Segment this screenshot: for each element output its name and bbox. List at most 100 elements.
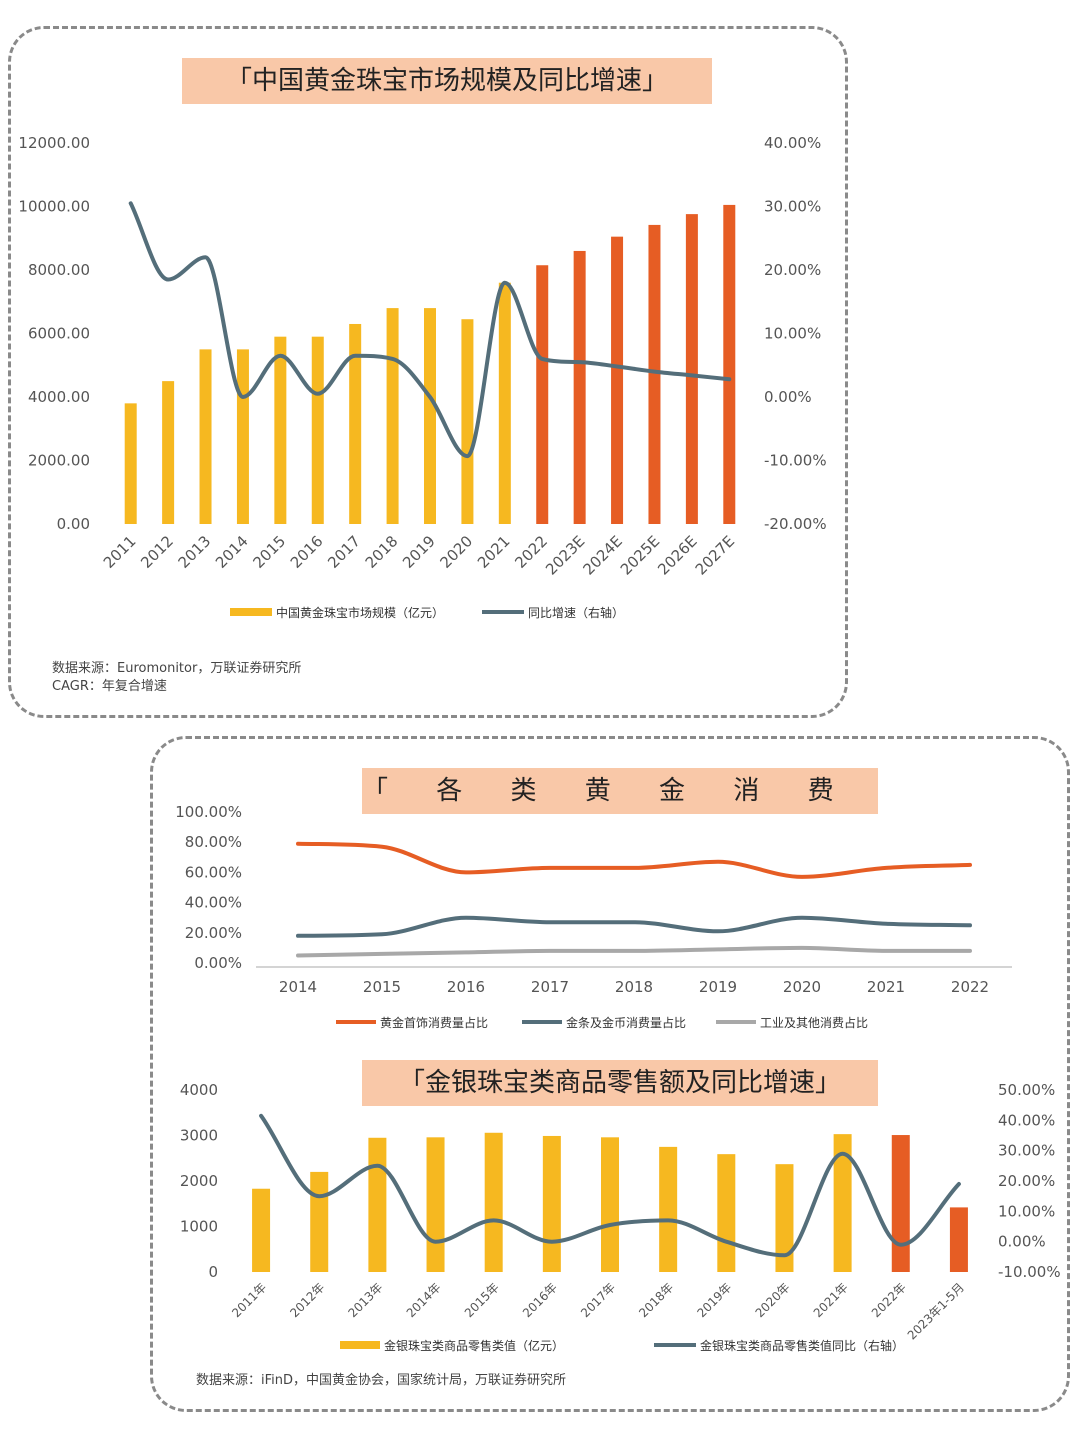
x-axis-tick-label: 2020 xyxy=(437,532,477,572)
legend-label-retail-yoy: 金银珠宝类商品零售类值同比（右轴） xyxy=(700,1338,904,1353)
right-axis-tick-label: 10.00% xyxy=(764,325,821,343)
x-axis-tick-label: 2019 xyxy=(399,532,439,572)
right-axis-tick-label: 20.00% xyxy=(998,1172,1055,1190)
x-axis-tick-label: 2021 xyxy=(474,532,514,572)
chart1-title: 「中国黄金珠宝市场规模及同比增速」 xyxy=(182,58,712,104)
bar-market-size xyxy=(199,349,212,524)
right-axis-tick-label: -20.00% xyxy=(764,515,827,533)
bar-retail-sales xyxy=(484,1132,503,1272)
bar-market-size xyxy=(311,336,324,524)
left-axis-tick-label: 0 xyxy=(208,1263,218,1281)
x-axis-tick-label: 2019年 xyxy=(694,1280,734,1320)
right-axis-tick-label: 0.00% xyxy=(764,388,812,406)
y-axis-tick-label: 100.00% xyxy=(175,803,242,821)
bar-retail-sales xyxy=(833,1134,852,1272)
panel-consumption xyxy=(150,736,1070,1412)
x-axis-tick-label: 2017 xyxy=(324,532,364,572)
left-axis-tick-label: 2000.00 xyxy=(28,452,90,470)
x-axis-tick-label: 2021 xyxy=(867,978,905,996)
legend-label-2: 金条及金币消费量占比 xyxy=(566,1015,686,1030)
line-yoy-growth xyxy=(128,201,732,459)
bar-retail-sales xyxy=(949,1207,968,1272)
cagr-note: CAGR：年复合增速 xyxy=(52,679,167,694)
bar-market-size xyxy=(498,282,511,524)
left-axis-tick-label: 3000 xyxy=(180,1127,218,1145)
left-axis-tick-label: 8000.00 xyxy=(28,261,90,279)
legend-swatch-retail-sales xyxy=(340,1341,380,1349)
right-axis-tick-label: 50.00% xyxy=(998,1081,1055,1099)
left-axis-tick-label: 1000 xyxy=(180,1218,218,1236)
x-axis-tick-label: 2025E xyxy=(617,532,663,578)
left-axis-tick-label: 0.00 xyxy=(57,515,90,533)
legend-label-retail-sales: 金银珠宝类商品零售类值（亿元） xyxy=(384,1338,564,1353)
left-axis-tick-label: 10000.00 xyxy=(18,198,90,216)
series-line-3 xyxy=(296,945,972,958)
x-axis-tick-label: 2027E xyxy=(692,532,738,578)
x-axis-tick-label: 2016 xyxy=(287,532,327,572)
bar-market-size xyxy=(124,403,137,524)
chart3-title: 「金银珠宝类商品零售额及同比增速」 xyxy=(362,1060,878,1106)
chart3-source: 数据来源：iFinD，中国黄金协会，国家统计局，万联证券研究所 xyxy=(196,1372,566,1390)
x-axis-tick-label: 2018 xyxy=(615,978,653,996)
source-line: 数据来源：Euromonitor，万联证券研究所 xyxy=(52,661,302,676)
bar-retail-sales xyxy=(368,1137,387,1272)
bar-market-size xyxy=(611,236,624,524)
bar-market-size xyxy=(536,265,549,524)
bar-market-size xyxy=(685,214,698,524)
x-axis-tick-label: 2012年 xyxy=(287,1280,327,1320)
x-axis-tick-label: 2019 xyxy=(699,978,737,996)
chart2-title: 「 各 类 黄 金 消 费 情 况 」 xyxy=(362,768,878,814)
x-axis-tick-label: 2014年 xyxy=(404,1280,444,1320)
x-axis-tick-label: 2020年 xyxy=(753,1280,793,1320)
bar-market-size xyxy=(274,336,287,524)
x-axis-tick-label: 2015 xyxy=(249,532,289,572)
bar-retail-sales xyxy=(542,1135,561,1272)
right-axis-tick-label: 0.00% xyxy=(998,1233,1046,1251)
x-axis-tick-label: 2018 xyxy=(362,532,402,572)
legend-label-3: 工业及其他消费占比 xyxy=(760,1015,868,1030)
bar-retail-sales xyxy=(252,1188,271,1272)
y-axis-tick-label: 40.00% xyxy=(185,894,242,912)
left-axis-tick-label: 4000 xyxy=(180,1081,218,1099)
x-axis-tick-label: 2026E xyxy=(654,532,700,578)
right-axis-tick-label: 10.00% xyxy=(998,1202,1055,1220)
left-axis-tick-label: 4000.00 xyxy=(28,388,90,406)
bar-market-size xyxy=(349,323,362,524)
x-axis-tick-label: 2013 xyxy=(175,532,215,572)
left-axis-tick-label: 12000.00 xyxy=(18,134,90,152)
bar-market-size xyxy=(723,204,736,524)
bar-retail-sales xyxy=(426,1137,445,1272)
x-axis-tick-label: 2014 xyxy=(279,978,317,996)
x-axis-tick-label: 2014 xyxy=(212,532,252,572)
right-axis-tick-label: 40.00% xyxy=(998,1111,1055,1129)
bar-market-size xyxy=(648,224,661,525)
series-line-1 xyxy=(296,841,972,879)
x-axis-tick-label: 2018年 xyxy=(636,1280,676,1320)
bar-retail-sales xyxy=(659,1146,678,1272)
source-line: 数据来源：iFinD，中国黄金协会，国家统计局，万联证券研究所 xyxy=(196,1373,567,1388)
bar-retail-sales xyxy=(310,1171,329,1272)
x-axis-tick-label: 2020 xyxy=(783,978,821,996)
x-axis-tick-label: 2011年 xyxy=(229,1280,269,1320)
x-axis-tick-label: 2023年1-5月 xyxy=(905,1280,967,1342)
x-axis-tick-label: 2022 xyxy=(951,978,989,996)
bar-market-size xyxy=(386,308,399,524)
x-axis-tick-label: 2012 xyxy=(137,532,177,572)
y-axis-tick-label: 60.00% xyxy=(185,863,242,881)
x-axis-tick-label: 2011 xyxy=(100,532,140,572)
x-axis-tick-label: 2017年 xyxy=(578,1280,618,1320)
right-axis-tick-label: 40.00% xyxy=(764,134,821,152)
x-axis-tick-label: 2015年 xyxy=(462,1280,502,1320)
left-axis-tick-label: 6000.00 xyxy=(28,325,90,343)
bar-market-size xyxy=(236,349,249,524)
bar-market-size xyxy=(461,319,474,524)
bar-retail-sales xyxy=(775,1164,794,1272)
legend-label-market-size: 中国黄金珠宝市场规模（亿元） xyxy=(276,605,444,620)
x-axis-tick-label: 2017 xyxy=(531,978,569,996)
x-axis-tick-label: 2015 xyxy=(363,978,401,996)
bar-retail-sales xyxy=(891,1135,910,1272)
legend-label-1: 黄金首饰消费量占比 xyxy=(380,1015,488,1030)
right-axis-tick-label: 30.00% xyxy=(764,198,821,216)
bar-retail-sales xyxy=(717,1154,736,1272)
